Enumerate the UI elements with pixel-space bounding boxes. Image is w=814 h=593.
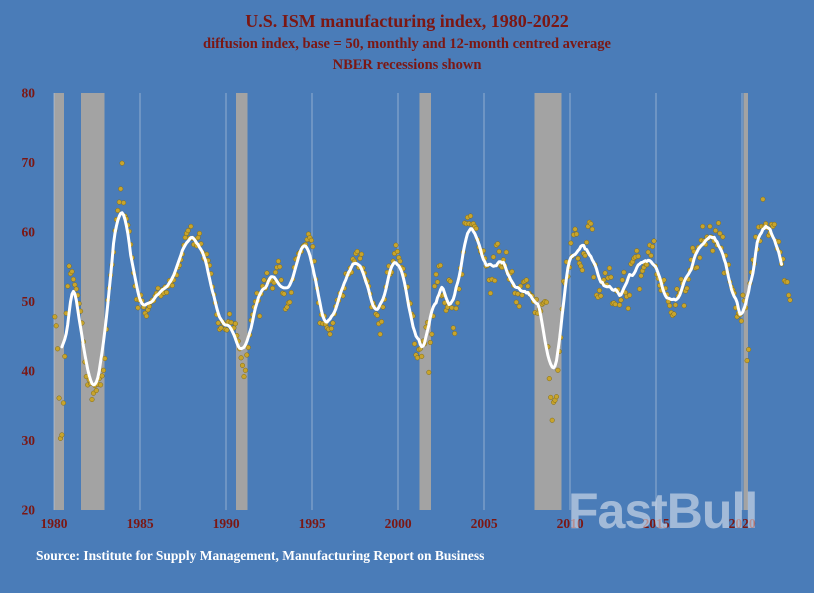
x-tick-label: 2005: [471, 516, 498, 531]
x-tick-label: 2010: [557, 516, 584, 531]
chart-header: U.S. ISM manufacturing index, 1980-2022 …: [0, 8, 814, 76]
chart-subtitle: diffusion index, base = 50, monthly and …: [203, 36, 611, 52]
y-tick-label: 60: [22, 225, 36, 240]
y-tick-label: 80: [22, 86, 36, 101]
x-tick-label: 2000: [385, 516, 412, 531]
source-note: Source: Institute for Supply Management,…: [36, 548, 485, 563]
x-axis-labels: 1980 1985 1990 1995 2000 2005 2010 2015 2020: [41, 516, 756, 531]
x-tick-label: 1980: [41, 516, 68, 531]
y-tick-label: 40: [22, 364, 36, 379]
recession-band: [236, 93, 248, 510]
recession-band: [54, 93, 64, 510]
y-tick-label: 30: [22, 433, 36, 448]
centred-average-line: [60, 211, 783, 387]
x-tick-label: 1985: [127, 516, 154, 531]
recession-band: [81, 93, 105, 510]
recession-bands: [54, 93, 748, 510]
x-tick-label: 1990: [213, 516, 240, 531]
gridlines: [53, 93, 743, 510]
x-tick-label: 2015: [643, 516, 670, 531]
y-tick-label: 70: [22, 155, 36, 170]
x-tick-label: 2020: [729, 516, 756, 531]
y-tick-label: 50: [22, 294, 36, 309]
chart-title: U.S. ISM manufacturing index, 1980-2022: [245, 11, 569, 31]
x-tick-label: 1995: [299, 516, 326, 531]
y-tick-label: 20: [22, 503, 36, 518]
recession-band: [419, 93, 432, 510]
chart-note-recessions: NBER recessions shown: [332, 57, 482, 73]
y-axis-labels: 20 30 40 50 60 70 80: [22, 86, 36, 518]
